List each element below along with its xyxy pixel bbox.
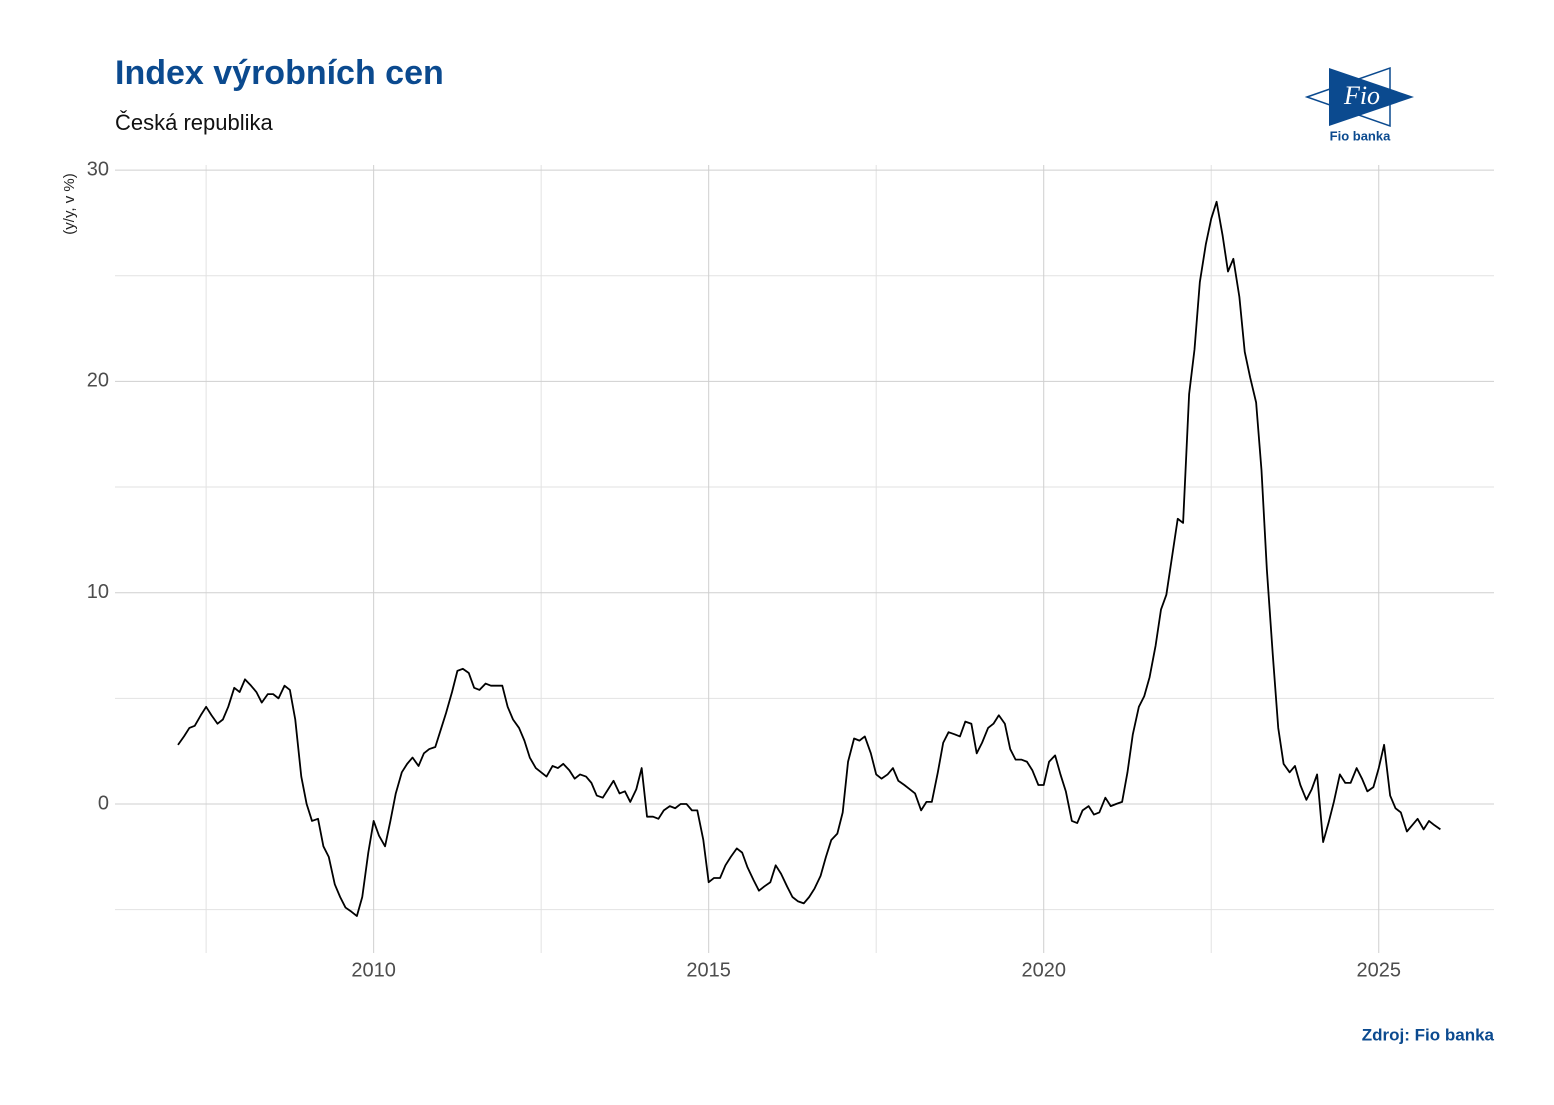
chart-title: Index výrobních cen <box>115 54 444 92</box>
x-tick-label: 2025 <box>1356 959 1401 981</box>
data-line <box>177 200 1441 917</box>
y-tick-label: 0 <box>98 792 109 814</box>
caption: Zdroj: Fio banka <box>1362 1025 1495 1044</box>
logo-flag <box>1329 68 1414 126</box>
y-tick-label: 30 <box>87 158 109 180</box>
logo: Fio Fio banka <box>1304 66 1414 143</box>
chart-subtitle: Česká republika <box>115 110 274 135</box>
y-tick-label: 10 <box>87 581 109 603</box>
y-tick-label: 20 <box>87 370 109 392</box>
x-tick-label: 2020 <box>1021 959 1066 981</box>
logo-name: Fio banka <box>1330 128 1391 143</box>
logo-mark: Fio <box>1343 81 1380 110</box>
x-tick-label: 2015 <box>686 959 731 981</box>
x-tick-label: 2010 <box>351 959 396 981</box>
y-axis-label: (y/y, v %) <box>61 173 78 234</box>
